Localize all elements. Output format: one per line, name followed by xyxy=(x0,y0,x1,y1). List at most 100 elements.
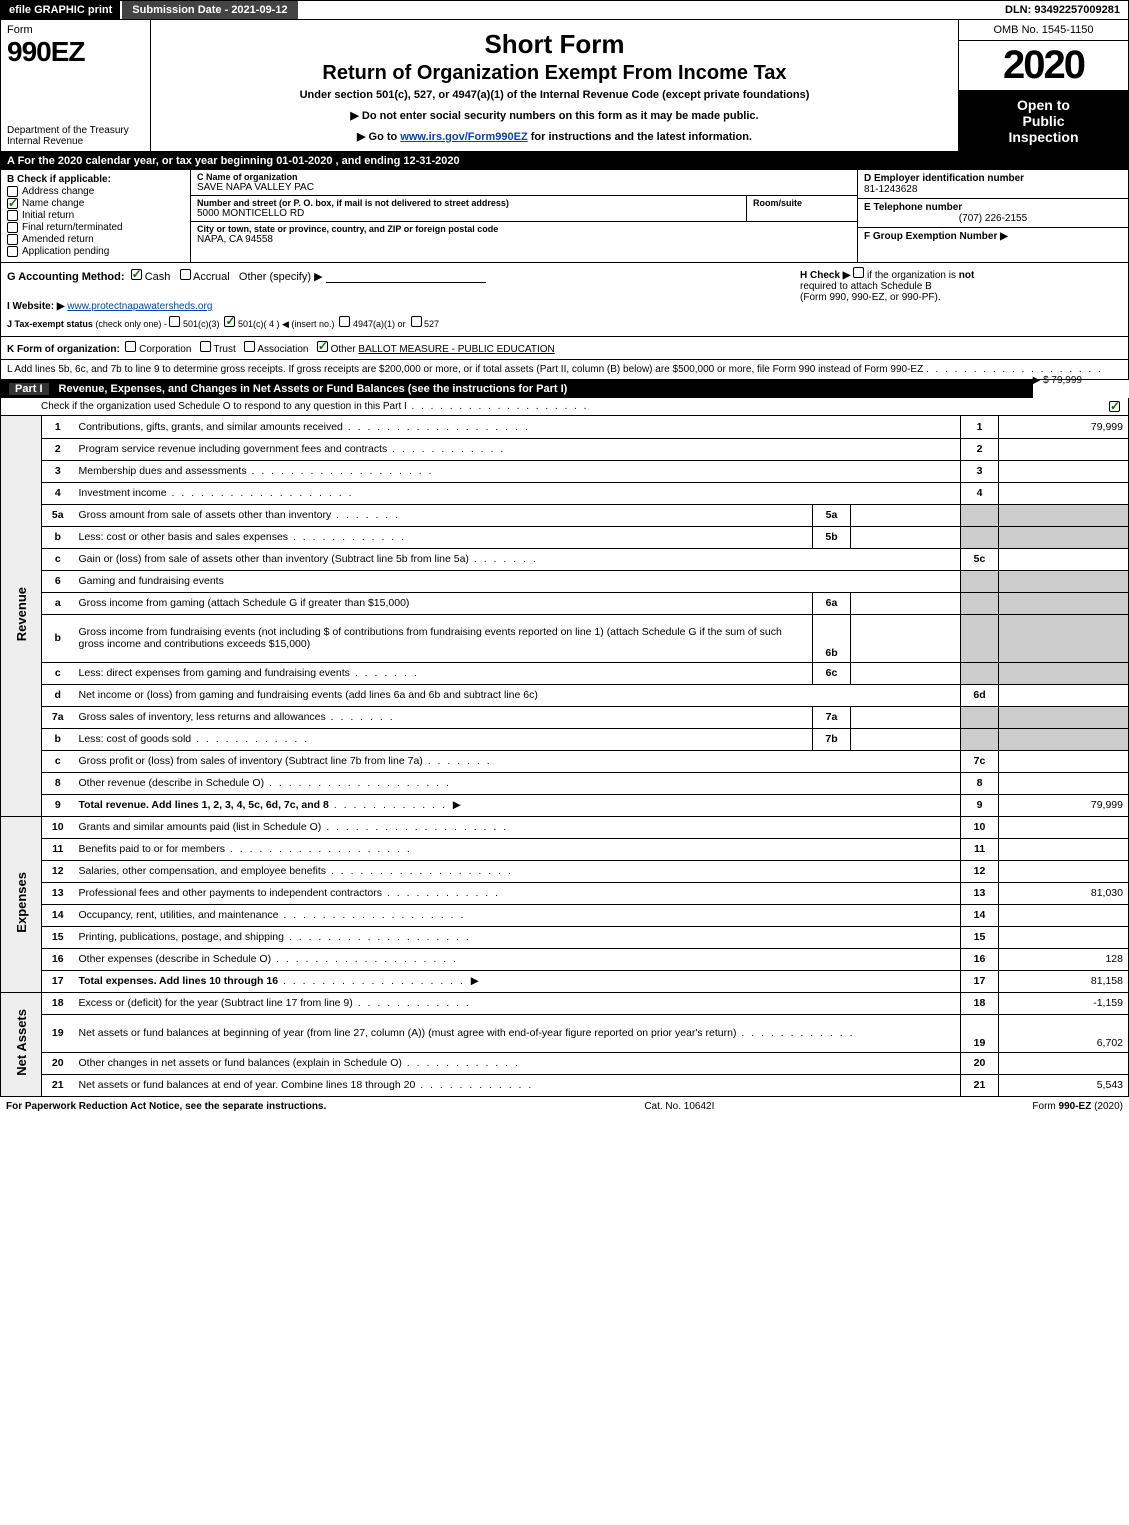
accrual-label: Accrual xyxy=(193,271,230,283)
line-desc: Gross profit or (loss) from sales of inv… xyxy=(74,750,961,772)
footer-right: Form 990-EZ (2020) xyxy=(1032,1101,1123,1112)
footer-right-form: 990-EZ xyxy=(1059,1101,1092,1112)
line-desc: Gross income from fundraising events (no… xyxy=(74,614,813,662)
line-i-prefix: I Website: ▶ xyxy=(7,301,65,312)
info2-prefix: ▶ Go to xyxy=(357,131,400,143)
line-l-amount: $ 79,999 xyxy=(1043,375,1082,386)
irs-link[interactable]: www.irs.gov/Form990EZ xyxy=(400,131,527,143)
line-value xyxy=(999,438,1129,460)
chk-name-change[interactable]: Name change xyxy=(7,198,184,209)
line-value: 79,999 xyxy=(999,416,1129,438)
sub-value xyxy=(851,614,961,662)
open-l3: Inspection xyxy=(1008,129,1078,145)
line-refnum: 5c xyxy=(961,548,999,570)
efile-print-label[interactable]: efile GRAPHIC print xyxy=(1,1,120,19)
line-refnum: 15 xyxy=(961,926,999,948)
line-desc: Benefits paid to or for members xyxy=(74,838,961,860)
line-2: 2 Program service revenue including gove… xyxy=(1,438,1129,460)
form-header: Form 990EZ Department of the Treasury In… xyxy=(0,20,1129,152)
return-title: Return of Organization Exempt From Incom… xyxy=(159,62,950,85)
chk-label: Initial return xyxy=(22,210,74,221)
checkbox-icon xyxy=(7,234,18,245)
line-refnum: 17 xyxy=(961,970,999,992)
line-desc: Occupancy, rent, utilities, and maintena… xyxy=(74,904,961,926)
sub-refnum: 5a xyxy=(813,504,851,526)
line-value xyxy=(999,816,1129,838)
chk-assoc[interactable] xyxy=(244,341,255,352)
line-6a: a Gross income from gaming (attach Sched… xyxy=(1,592,1129,614)
line-refnum: 7c xyxy=(961,750,999,772)
other-specify-field[interactable] xyxy=(326,270,486,283)
section-c: C Name of organization SAVE NAPA VALLEY … xyxy=(191,170,1128,262)
line-desc: Gross sales of inventory, less returns a… xyxy=(74,706,813,728)
info-line-2: ▶ Go to www.irs.gov/Form990EZ for instru… xyxy=(159,130,950,143)
line-desc: Less: cost of goods sold xyxy=(74,728,813,750)
chk-501c3[interactable] xyxy=(169,316,180,327)
k-assoc: Association xyxy=(257,344,308,355)
section-e: E Telephone number (707) 226-2155 xyxy=(858,199,1128,228)
shaded-cell xyxy=(961,526,999,548)
line-desc: Gain or (loss) from sale of assets other… xyxy=(74,548,961,570)
line-desc: Salaries, other compensation, and employ… xyxy=(74,860,961,882)
chk-app-pending[interactable]: Application pending xyxy=(7,246,184,257)
chk-initial-return[interactable]: Initial return xyxy=(7,210,184,221)
chk-label: Application pending xyxy=(22,246,109,257)
chk-h[interactable] xyxy=(853,267,864,278)
org-name-address: C Name of organization SAVE NAPA VALLEY … xyxy=(191,170,858,262)
sub-line: Under section 501(c), 527, or 4947(a)(1)… xyxy=(159,89,950,101)
chk-accrual[interactable] xyxy=(180,269,191,280)
chk-4947[interactable] xyxy=(339,316,350,327)
dln-label: DLN: 93492257009281 xyxy=(997,1,1128,19)
chk-other[interactable] xyxy=(317,341,328,352)
chk-527[interactable] xyxy=(411,316,422,327)
sub-value xyxy=(851,504,961,526)
line-num: 20 xyxy=(42,1052,74,1074)
line-value xyxy=(999,460,1129,482)
line-6c: c Less: direct expenses from gaming and … xyxy=(1,662,1129,684)
website-link[interactable]: www.protectnapawatersheds.org xyxy=(67,301,212,312)
line-num: 19 xyxy=(42,1014,74,1052)
section-b-label: B Check if applicable: xyxy=(7,174,184,185)
line-14: 14 Occupancy, rent, utilities, and maint… xyxy=(1,904,1129,926)
line-num: 7a xyxy=(42,706,74,728)
sub-value xyxy=(851,526,961,548)
line-refnum: 1 xyxy=(961,416,999,438)
line-desc: Net income or (loss) from gaming and fun… xyxy=(74,684,961,706)
shaded-cell xyxy=(961,504,999,526)
line-l-text: L Add lines 5b, 6c, and 7b to line 9 to … xyxy=(7,364,923,375)
line-10: Expenses 10 Grants and similar amounts p… xyxy=(1,816,1129,838)
chk-cash[interactable] xyxy=(131,269,142,280)
shaded-cell xyxy=(961,592,999,614)
chk-final-return[interactable]: Final return/terminated xyxy=(7,222,184,233)
line-num: 6 xyxy=(42,570,74,592)
org-name: SAVE NAPA VALLEY PAC xyxy=(197,182,851,193)
line-h-prefix: H Check ▶ xyxy=(800,270,850,281)
part-i-sub: Check if the organization used Schedule … xyxy=(0,398,1129,416)
chk-address-change[interactable]: Address change xyxy=(7,186,184,197)
line-1: Revenue 1 Contributions, gifts, grants, … xyxy=(1,416,1129,438)
line-refnum: 20 xyxy=(961,1052,999,1074)
line-3: 3 Membership dues and assessments 3 xyxy=(1,460,1129,482)
line-num: 18 xyxy=(42,992,74,1014)
part-i-table: Revenue 1 Contributions, gifts, grants, … xyxy=(0,416,1129,1097)
checkbox-icon xyxy=(7,210,18,221)
chk-part-i-schedule-o[interactable] xyxy=(1109,401,1120,412)
shaded-cell xyxy=(999,662,1129,684)
line-18: Net Assets 18 Excess or (deficit) for th… xyxy=(1,992,1129,1014)
line-num: b xyxy=(42,728,74,750)
sub-value xyxy=(851,728,961,750)
line-g-prefix: G Accounting Method: xyxy=(7,271,125,283)
chk-amended-return[interactable]: Amended return xyxy=(7,234,184,245)
sub-value xyxy=(851,706,961,728)
section-f: F Group Exemption Number ▶ xyxy=(858,228,1128,262)
chk-corp[interactable] xyxy=(125,341,136,352)
row-a-tax-year: A For the 2020 calendar year, or tax yea… xyxy=(0,152,1129,170)
chk-501c[interactable] xyxy=(224,316,235,327)
line-value xyxy=(999,860,1129,882)
line-9: 9 Total revenue. Add lines 1, 2, 3, 4, 5… xyxy=(1,794,1129,816)
sub-refnum: 7b xyxy=(813,728,851,750)
line-num: 5a xyxy=(42,504,74,526)
shaded-cell xyxy=(961,728,999,750)
j-o2: 501(c)( 4 ) ◀ (insert no.) xyxy=(238,319,334,329)
chk-trust[interactable] xyxy=(200,341,211,352)
